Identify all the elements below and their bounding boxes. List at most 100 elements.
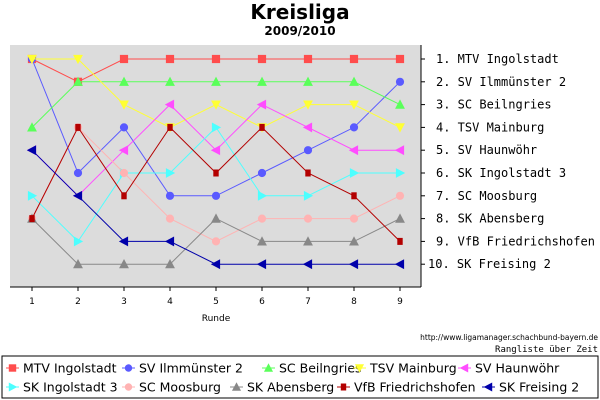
rank-label: 10. SK Freising 2 [428,257,551,271]
data-point [397,237,403,245]
data-point [349,123,359,132]
data-point [29,215,35,223]
series-6 [27,123,405,246]
legend-marker [231,382,242,391]
data-point [210,145,221,156]
legend-marker [340,383,347,391]
data-point [395,213,405,223]
data-point [302,122,313,133]
data-point [119,259,129,269]
footer-caption: Rangliste über Zeit [495,345,598,355]
plot-area [10,45,422,288]
legend-marker [124,383,133,391]
legend-label: SK Abensberg [247,380,334,395]
data-point [118,145,129,156]
data-point [73,168,83,178]
source-url: http://www.ligamanager.schachbund-bayern… [420,333,598,342]
legend-label: VfB Friedrichshofen [354,380,476,395]
data-point [165,191,175,200]
data-point [257,168,267,178]
data-point [121,192,127,200]
rank-label: 9. VfB Friedrichshofen [436,234,595,248]
data-point [119,76,129,86]
data-point [211,213,221,223]
legend-label: SK Ingolstadt 3 [23,380,118,395]
data-point [211,237,221,246]
data-point [349,168,360,178]
data-point [303,76,313,86]
data-point [259,123,265,131]
legend-item: SV Ilmmünster 2 [122,361,243,376]
data-point [118,236,129,247]
legend-label: SV Ilmmünster 2 [139,361,243,376]
data-point [395,99,405,109]
data-point [164,99,175,110]
data-point [167,123,173,131]
data-point [211,76,221,86]
data-point [349,100,359,110]
data-point [73,236,84,247]
data-point [26,145,37,156]
rank-label: 7. SC Moosburg [436,189,537,203]
x-tick-label: 4 [167,297,173,307]
data-point [165,214,175,223]
legend-item: SK Freising 2 [482,380,579,395]
x-axis-label: Runde [202,314,231,324]
legend-item: SK Ingolstadt 3 [6,380,118,395]
data-point [27,190,38,201]
data-point [395,168,406,178]
series-9 [26,145,405,270]
legend-item: TSV Mainburg [353,361,457,376]
x-tick-label: 6 [259,297,265,307]
data-point [165,168,176,178]
rank-label: 2. SV Ilmmünster 2 [436,75,566,89]
data-point [210,259,221,270]
series-8 [29,123,403,245]
data-point [211,191,221,200]
data-point [119,54,129,64]
legend-label: MTV Ingolstadt [23,361,117,376]
data-point [164,236,175,247]
x-tick-label: 2 [75,297,81,307]
data-point [302,259,313,270]
legend-box [1,355,599,399]
data-point [257,54,267,64]
legend: MTV Ingolstadt SV Ilmmünster 2 SC Beilngri… [1,355,599,399]
legend-item: SK Abensberg [230,380,334,395]
rank-label: 4. TSV Mainburg [436,120,544,134]
rank-label: 1. MTV Ingolstadt [436,52,559,66]
data-point [395,123,405,133]
data-point [395,54,405,64]
x-tick-label: 9 [397,297,403,307]
data-point [257,214,267,223]
data-point [119,123,129,132]
legend-item: SV Haunwöhr [458,361,560,376]
data-point [303,54,313,64]
data-point [303,236,313,246]
data-point [119,100,129,110]
legend-item: MTV Ingolstadt [6,361,117,376]
data-point [348,145,359,156]
x-tick-label: 5 [213,297,219,307]
legend-marker [354,364,365,373]
data-point [349,236,359,246]
data-point [119,168,129,178]
data-point [211,54,221,64]
data-point [27,54,37,65]
data-point [256,259,267,270]
data-point [73,259,83,269]
data-point [72,190,83,201]
data-point [257,236,267,246]
legend-label: SK Freising 2 [499,380,579,395]
data-point [213,169,219,177]
rank-labels: 1. MTV Ingolstadt 2. SV Ilmmünster 2 3. SC… [421,52,595,271]
x-axis: 1 2 3 4 5 6 7 8 9 [29,287,403,307]
data-point [303,100,313,110]
chart-subtitle: 2009/2010 [264,24,335,38]
data-point [303,214,313,223]
data-point [211,100,221,110]
x-tick-label: 8 [351,297,357,307]
data-point [395,191,405,200]
legend-marker [483,382,493,392]
